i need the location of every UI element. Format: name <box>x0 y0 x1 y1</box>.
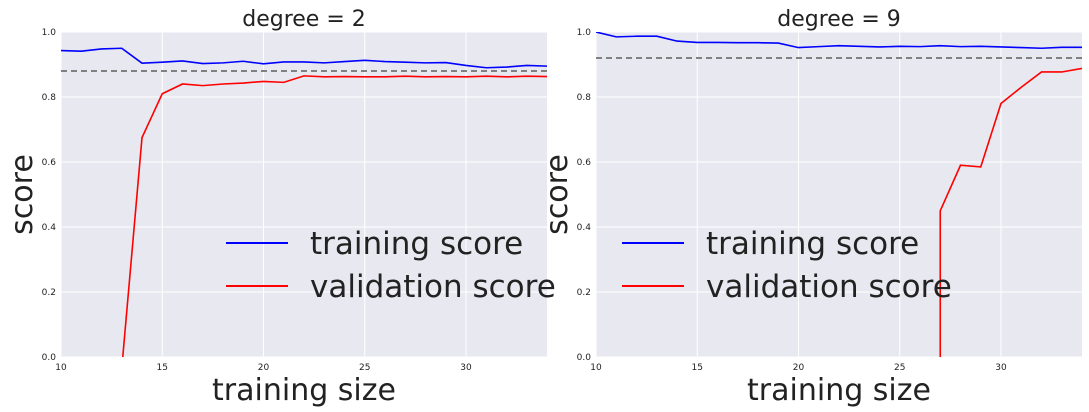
x-tick-label: 30 <box>995 363 1007 373</box>
legend-entry: validation score <box>310 269 556 305</box>
y-axis-title: score <box>540 154 575 235</box>
y-tick-label: 0.6 <box>577 158 592 168</box>
y-tick-label: 1.0 <box>42 28 57 38</box>
y-tick-label: 0.6 <box>42 158 57 168</box>
series-line-validation-score <box>939 67 1082 357</box>
y-tick-label: 1.0 <box>577 28 592 38</box>
y-tick-label: 0.0 <box>577 353 592 363</box>
chart-panel-1: 10 15 20 25 30 0.0 0.2 0.4 0.6 0.8 1.0 degree = 2 tr… <box>5 7 556 408</box>
x-tick-label: 10 <box>55 363 67 373</box>
x-tick-label: 15 <box>157 363 168 373</box>
chart-legend: training score validation score <box>622 226 952 305</box>
x-axis-title: training size <box>747 373 931 408</box>
x-axis-title: training size <box>212 373 396 408</box>
x-tick-label: 30 <box>460 363 472 373</box>
chart-legend: training score validation score <box>226 226 556 305</box>
y-tick-label: 0.2 <box>42 288 56 298</box>
x-tick-label: 20 <box>258 363 270 373</box>
y-tick-label: 0.4 <box>577 223 592 233</box>
plot-area <box>61 32 547 357</box>
y-tick-label: 0.8 <box>42 93 57 103</box>
legend-entry: training score <box>310 226 523 262</box>
y-tick-label: 0.8 <box>577 93 592 103</box>
y-tick-label: 0.2 <box>577 288 591 298</box>
series-line-training-score <box>596 32 1082 50</box>
x-tick-label: 15 <box>692 363 703 373</box>
legend-entry: training score <box>706 226 919 262</box>
y-tick-label: 0.4 <box>42 223 57 233</box>
y-axis-title: score <box>5 154 40 235</box>
x-tick-label: 10 <box>590 363 602 373</box>
x-tick-label: 25 <box>359 363 370 373</box>
y-tick-label: 0.0 <box>42 353 57 363</box>
x-tick-label: 25 <box>894 363 905 373</box>
legend-entry: validation score <box>706 269 952 305</box>
x-tick-label: 20 <box>793 363 805 373</box>
chart-panel-2: 10 15 20 25 30 0.0 0.2 0.4 0.6 0.8 1.0 degree = 9 tr… <box>540 7 1082 408</box>
series-line-validation-score <box>121 75 547 357</box>
plot-area <box>596 32 1082 357</box>
series-line-training-score <box>61 47 547 69</box>
chart-title: degree = 9 <box>777 7 901 32</box>
chart-title: degree = 2 <box>242 7 366 32</box>
